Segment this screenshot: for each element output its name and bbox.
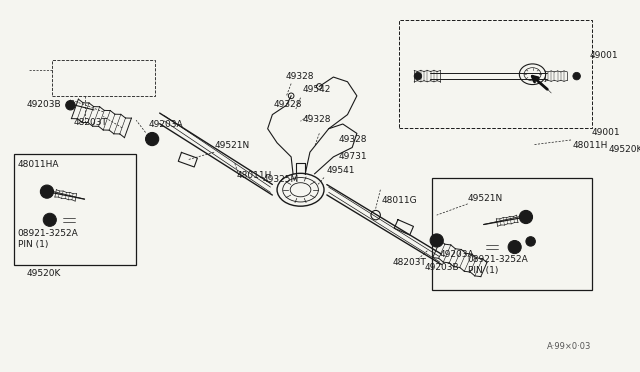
Text: 08921-3252A: 08921-3252A [468,254,529,263]
Circle shape [573,73,580,80]
Text: 49521N: 49521N [214,141,250,150]
Text: 48011H: 48011H [237,171,272,180]
Circle shape [508,240,521,254]
Circle shape [40,185,54,198]
Text: 48203T: 48203T [73,118,107,127]
Text: 49328: 49328 [285,73,314,81]
Circle shape [44,213,56,227]
Circle shape [414,73,422,80]
Text: 49520K: 49520K [609,145,640,154]
Text: 49203B: 49203B [26,100,61,109]
Text: 49542: 49542 [303,84,331,94]
Circle shape [66,100,75,110]
Text: 48011HA: 48011HA [18,160,60,169]
Text: PIN (1): PIN (1) [18,240,48,250]
Text: 49001: 49001 [590,51,618,60]
Text: 49521N: 49521N [468,193,503,202]
Text: 48011H: 48011H [573,141,608,150]
Text: PIN (1): PIN (1) [468,266,498,275]
Bar [399,20,591,128]
Text: 49328: 49328 [303,115,331,124]
Text: A·99×0·03: A·99×0·03 [547,342,591,351]
Circle shape [430,234,444,247]
Text: 08921-3252A: 08921-3252A [18,229,79,238]
Bar [14,154,136,265]
Text: 49203A: 49203A [148,120,183,129]
Text: 49203A: 49203A [440,250,474,259]
Text: 49328: 49328 [273,100,302,109]
Text: 49541: 49541 [327,166,355,175]
Text: 49203B: 49203B [424,263,459,272]
Text: 48011G: 48011G [381,196,417,205]
Text: 49325M: 49325M [263,175,300,184]
Circle shape [145,132,159,145]
Text: 49001: 49001 [591,128,620,137]
Text: 49731: 49731 [338,152,367,161]
Circle shape [526,237,535,246]
Text: 48203T: 48203T [392,258,426,267]
Text: 49520K: 49520K [26,269,61,278]
Bar [432,177,591,290]
Circle shape [519,211,532,224]
Text: 49328: 49328 [338,135,367,144]
Bar [52,60,155,96]
